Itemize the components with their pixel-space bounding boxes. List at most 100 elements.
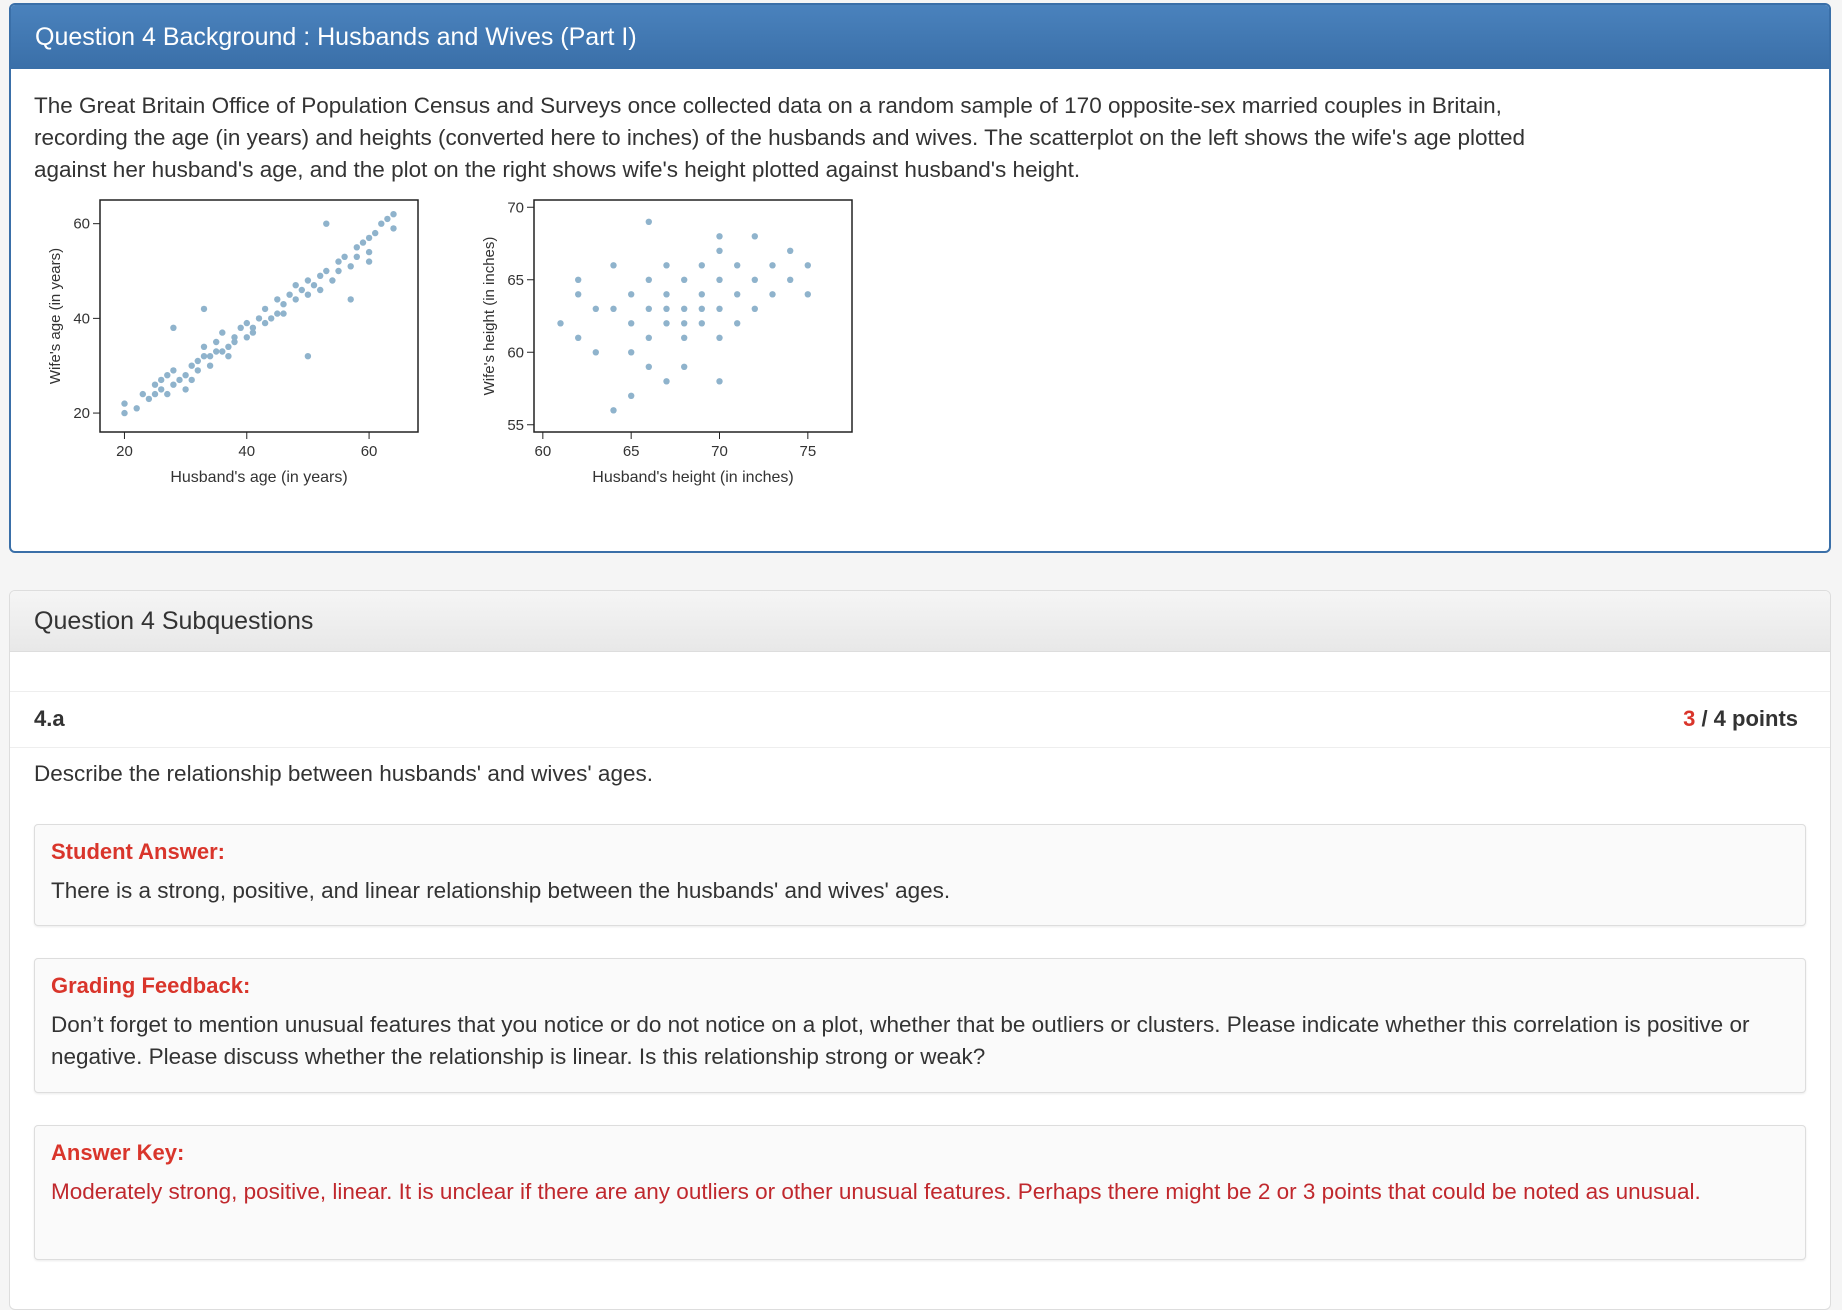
age-point xyxy=(280,310,287,317)
age-ylabel: Wife's age (in years) xyxy=(47,248,64,384)
height-point xyxy=(787,276,794,283)
age-point xyxy=(237,324,244,331)
height-point xyxy=(804,291,811,298)
age-point xyxy=(353,253,360,260)
age-point xyxy=(268,315,275,322)
age-point xyxy=(249,329,257,336)
age-point xyxy=(274,310,281,317)
scatterplots: 20 40 60 20 40 60 Husband's age (in years) W… xyxy=(47,199,853,486)
height-point xyxy=(628,349,635,356)
answer-key-box: Answer Key: Moderately strong, positive,… xyxy=(34,1125,1806,1260)
age-point xyxy=(219,329,226,336)
height-point xyxy=(734,262,741,269)
height-point xyxy=(681,305,688,312)
age-point xyxy=(335,267,342,275)
height-point xyxy=(698,305,705,312)
age-point xyxy=(286,291,293,298)
age-point xyxy=(317,272,324,279)
age-point xyxy=(298,286,305,294)
age-point xyxy=(317,286,324,294)
age-xtick-label: 20 xyxy=(116,443,133,460)
age-point xyxy=(176,376,183,384)
age-point xyxy=(365,248,373,256)
age-point xyxy=(182,386,189,393)
height-point xyxy=(592,305,599,312)
height-point xyxy=(698,262,705,269)
height-point xyxy=(628,320,635,327)
age-point xyxy=(170,324,177,331)
height-ytick-label: 55 xyxy=(507,417,524,434)
height-point xyxy=(698,291,705,298)
height-point xyxy=(804,262,811,269)
points-earned: 3 xyxy=(1683,706,1696,731)
subquestions-panel: Question 4 Subquestions 4.a 3 / 4 points… xyxy=(9,590,1831,1310)
height-point xyxy=(663,378,670,385)
subquestion-prompt: Describe the relationship between husban… xyxy=(34,761,653,786)
age-point xyxy=(225,343,232,350)
student-answer-box: Student Answer: There is a strong, posit… xyxy=(34,824,1806,926)
age-point xyxy=(194,357,201,365)
height-point xyxy=(645,218,652,225)
height-scatterplot: 60 65 70 75 55 60 65 70 Husband's height (in i… xyxy=(481,199,853,486)
age-ytick-label: 60 xyxy=(73,216,90,233)
height-point xyxy=(592,349,599,356)
age-point xyxy=(188,376,195,384)
grading-feedback-label: Grading Feedback: xyxy=(51,973,251,998)
height-point xyxy=(645,363,652,370)
age-point xyxy=(310,282,318,289)
age-point xyxy=(121,400,128,407)
age-point xyxy=(390,211,397,218)
grading-feedback-box: Grading Feedback: Don’t forget to mentio… xyxy=(34,958,1806,1093)
height-point xyxy=(716,305,723,312)
height-plot-frame xyxy=(533,199,853,433)
height-point xyxy=(716,247,723,254)
age-point xyxy=(151,381,159,388)
height-point xyxy=(681,276,688,283)
age-point xyxy=(323,267,330,275)
age-point xyxy=(158,386,165,393)
height-xlabel: Husband's height (in inches) xyxy=(592,469,793,486)
points-score: 3 / 4 points xyxy=(1683,706,1798,732)
age-point xyxy=(139,390,146,398)
age-ytick-label: 20 xyxy=(73,405,90,422)
height-point xyxy=(610,262,617,269)
age-point xyxy=(335,258,342,265)
age-xlabel: Husband's age (in years) xyxy=(170,469,347,486)
age-point xyxy=(243,319,250,327)
height-point xyxy=(716,233,723,240)
height-point xyxy=(610,305,617,312)
age-point xyxy=(372,229,379,237)
height-point xyxy=(628,291,635,298)
age-point xyxy=(378,220,385,227)
height-ytick-label: 70 xyxy=(507,199,524,216)
height-point xyxy=(663,262,670,269)
age-point xyxy=(145,395,153,403)
age-point xyxy=(329,277,336,284)
height-point xyxy=(681,320,688,327)
height-point xyxy=(681,363,688,370)
age-point xyxy=(292,296,299,303)
age-point xyxy=(365,258,373,265)
height-point xyxy=(769,291,776,298)
age-point xyxy=(341,253,348,260)
age-point xyxy=(206,353,214,360)
height-point xyxy=(610,407,617,414)
height-point xyxy=(716,334,723,341)
height-point xyxy=(663,320,670,327)
height-point xyxy=(575,334,582,341)
height-point xyxy=(716,378,723,385)
height-xtick-label: 70 xyxy=(711,443,728,460)
age-point xyxy=(133,405,140,412)
height-ytick-label: 60 xyxy=(507,344,524,361)
age-xtick-label: 40 xyxy=(238,443,255,460)
age-point xyxy=(304,277,312,284)
age-point xyxy=(200,305,208,313)
age-point xyxy=(231,334,238,341)
height-ytick-label: 65 xyxy=(507,272,524,289)
height-point xyxy=(645,276,652,283)
height-point xyxy=(769,262,776,269)
height-point xyxy=(751,233,758,240)
age-point xyxy=(243,334,250,341)
age-point xyxy=(304,291,312,298)
age-point xyxy=(225,353,232,360)
